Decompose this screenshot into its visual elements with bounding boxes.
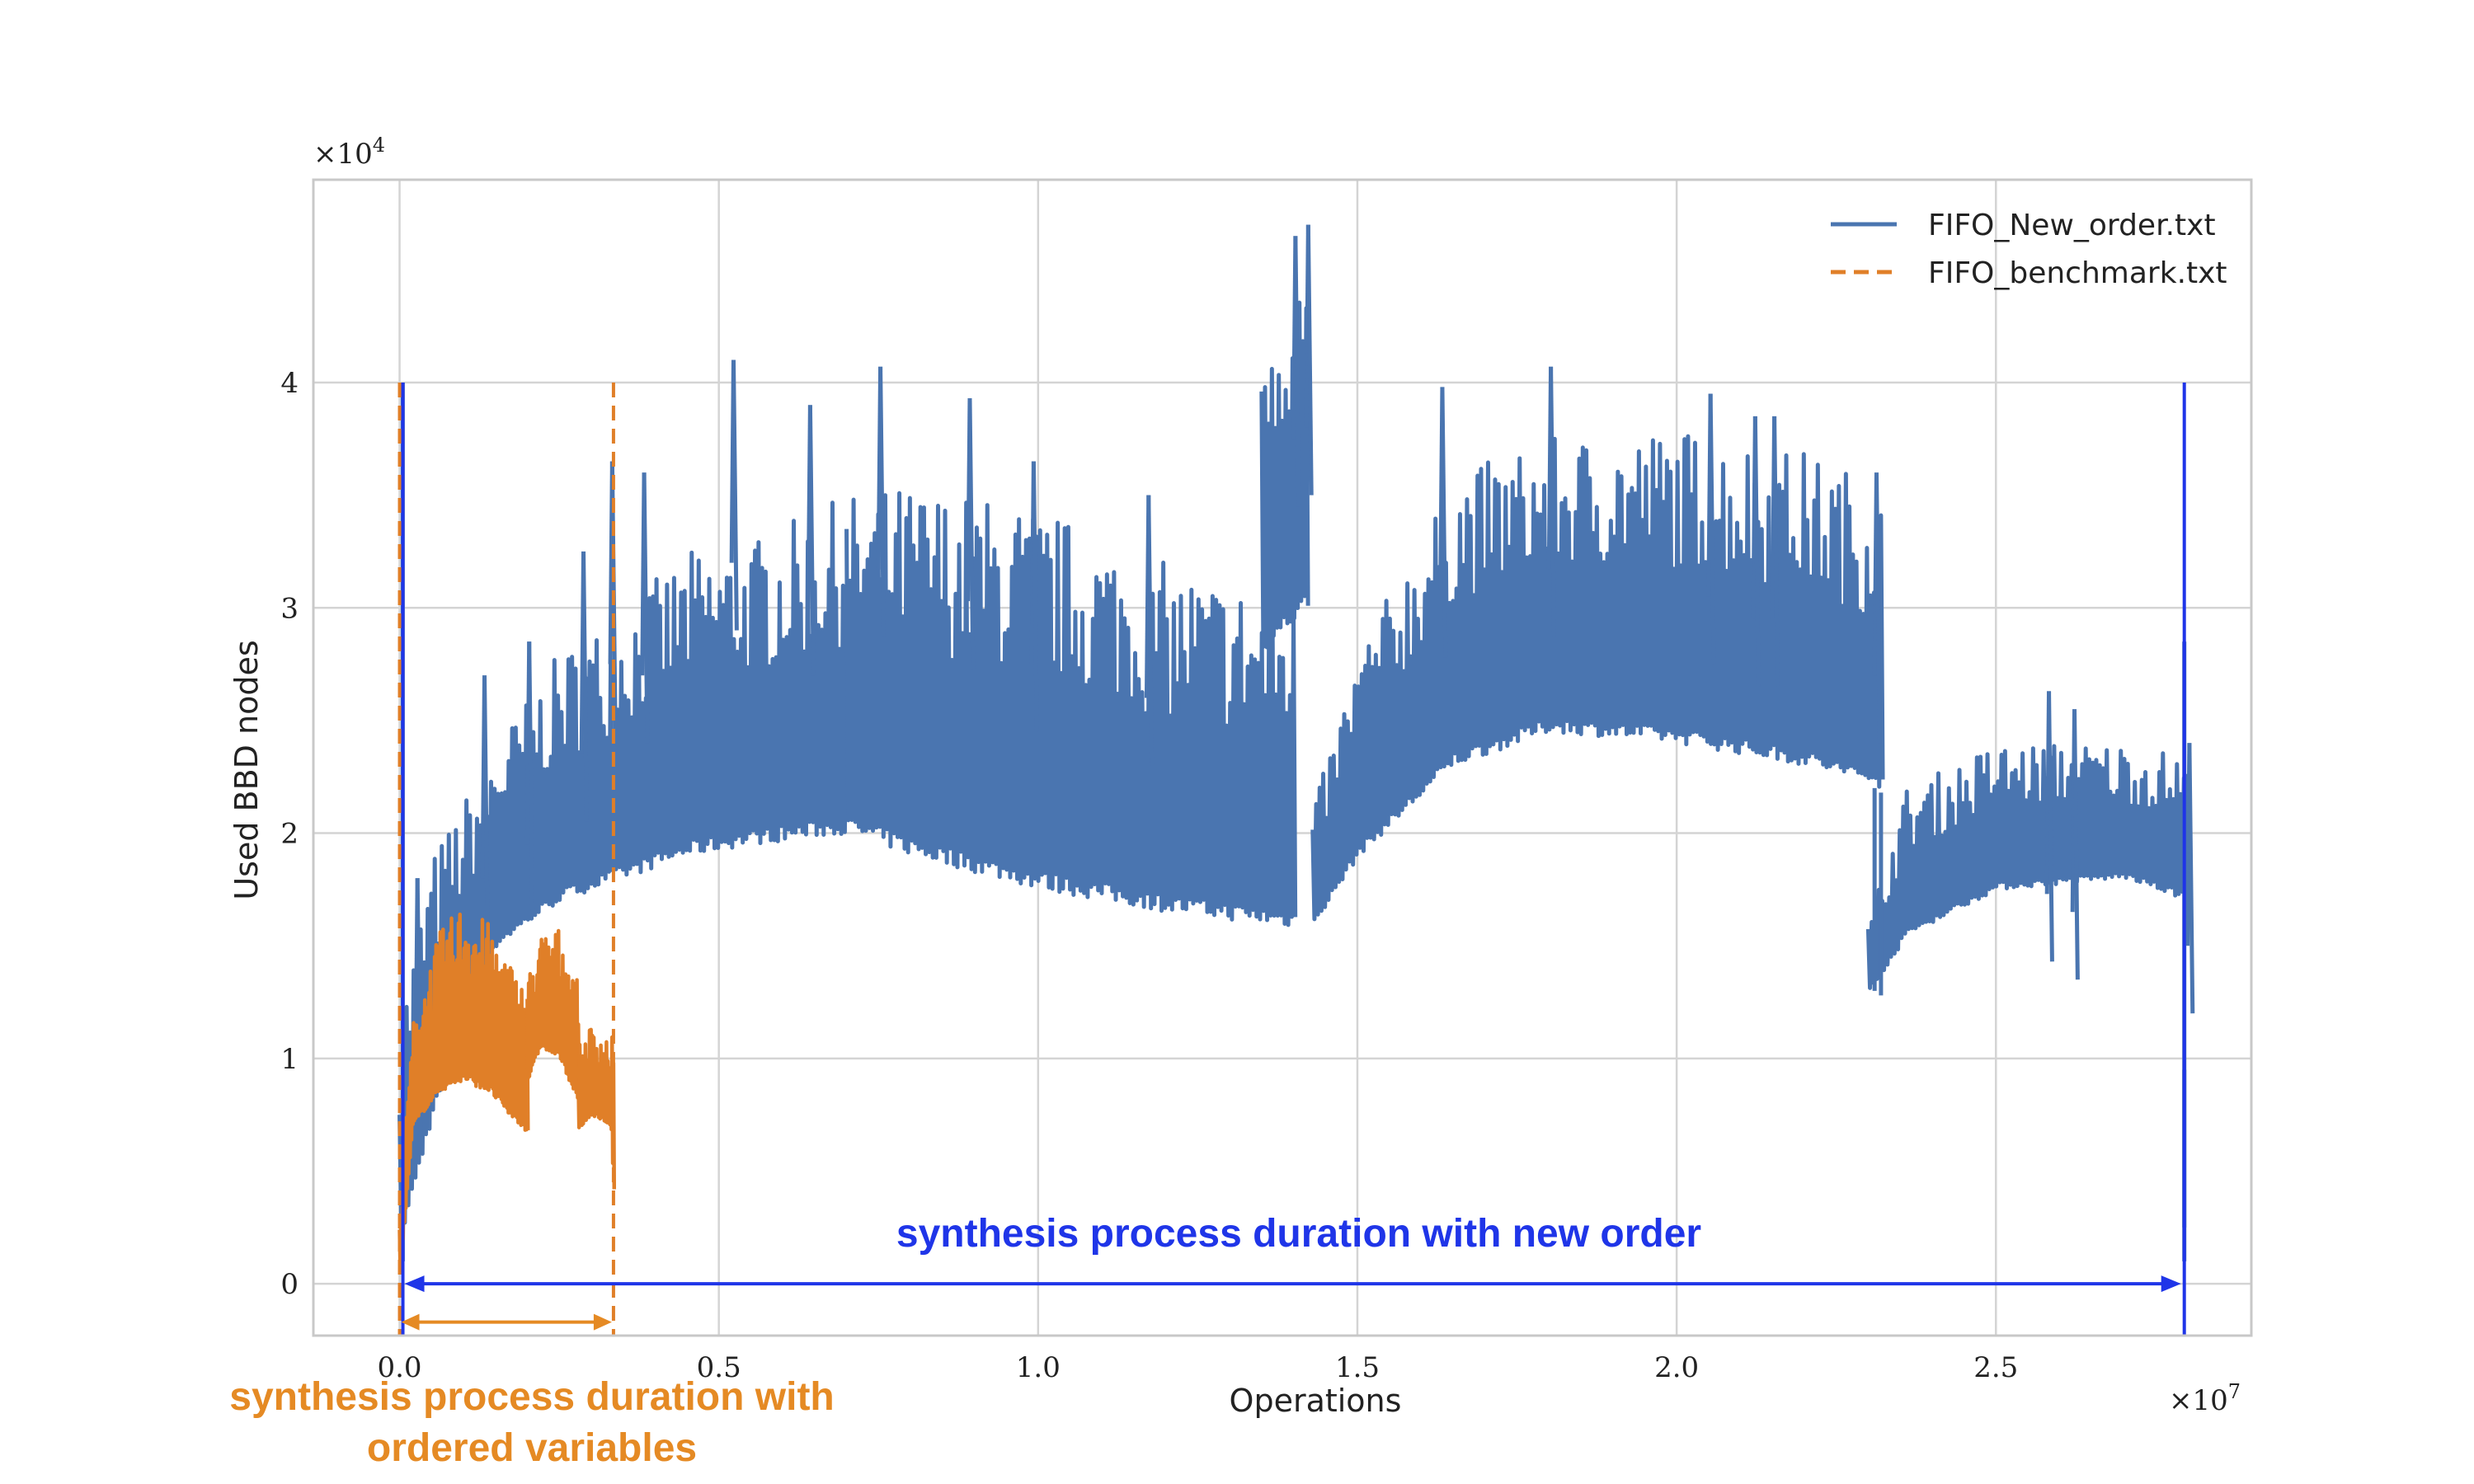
series-peak [1440,387,1448,658]
series-peak [1293,236,1301,507]
x-exponent-base: ×10 [2169,1384,2228,1417]
y-exponent-power: 4 [373,134,385,157]
series-peak [581,551,589,822]
y-tick-label: 3 [280,592,299,625]
series-peak [2187,743,2195,1014]
x-tick-label: 0.5 [697,1351,741,1384]
ticks: 0.0 0.5 1.0 1.5 2.0 2.5 0 1 2 3 4 [280,367,2018,1384]
series-peak [1305,224,1314,495]
y-tick-label: 2 [280,818,299,851]
legend-label-benchmark: FIFO_benchmark.txt [1928,256,2227,290]
series-peak [878,366,886,637]
y-axis-exponent: ×104 [313,134,385,171]
series-peak [2047,691,2054,962]
new-order-arrow-left-head [404,1275,425,1293]
series-peak [1708,393,1716,665]
x-tick-label: 0.0 [377,1351,421,1384]
series-peak [1031,461,1039,732]
series-peak [642,472,650,744]
series-peak [1146,495,1155,766]
series-trace [844,491,1298,928]
series-peak [807,405,816,676]
legend-label-new-order: FIFO_New_order.txt [1928,209,2216,242]
series-1 [397,382,617,1336]
series-peak [967,398,976,669]
annotation-ordered-line1: synthesis process duration with [229,1375,835,1419]
y-tick-label: 4 [280,367,299,400]
series-peak [1549,366,1556,637]
series-trace [397,912,530,1273]
series-trace [1310,434,1885,922]
series-peak [1752,416,1761,687]
series-trace [1865,744,2192,990]
series-trace [1259,300,1310,650]
y-tick-label: 0 [280,1268,299,1301]
x-tick-label: 2.0 [1654,1351,1699,1384]
series-peak [482,675,490,946]
x-axis-exponent: ×107 [2169,1380,2241,1417]
series-peak [1874,472,1882,744]
series-peak [731,359,739,631]
legend: FIFO_New_order.txt FIFO_benchmark.txt [1831,209,2227,290]
x-tick-label: 2.5 [1973,1351,2018,1384]
plot-frame [312,178,2253,1337]
x-axis-label: Operations [1230,1383,1402,1419]
ordered-arrow-left-head [401,1313,420,1331]
series-peak [2072,709,2080,980]
series-trace [525,928,581,1101]
x-tick-label: 1.5 [1335,1351,1380,1384]
series-trace [576,1027,617,1190]
x-tick-label: 1.0 [1016,1351,1061,1384]
ordered-arrow-right-head [593,1313,612,1331]
annotations [401,382,2186,1336]
annotation-ordered-line2: ordered variables [367,1426,697,1470]
new-order-arrow-right-head [2161,1275,2181,1293]
y-axis-label: Used BBD nodes [228,640,265,899]
y-tick-label: 1 [280,1043,299,1076]
series-peak [527,641,535,913]
series-peak [1772,416,1780,687]
y-exponent-base: ×10 [313,138,373,171]
x-exponent-power: 7 [2228,1380,2241,1403]
series-trace [397,500,851,1231]
annotation-new-order: synthesis process duration with new orde… [896,1212,1701,1256]
